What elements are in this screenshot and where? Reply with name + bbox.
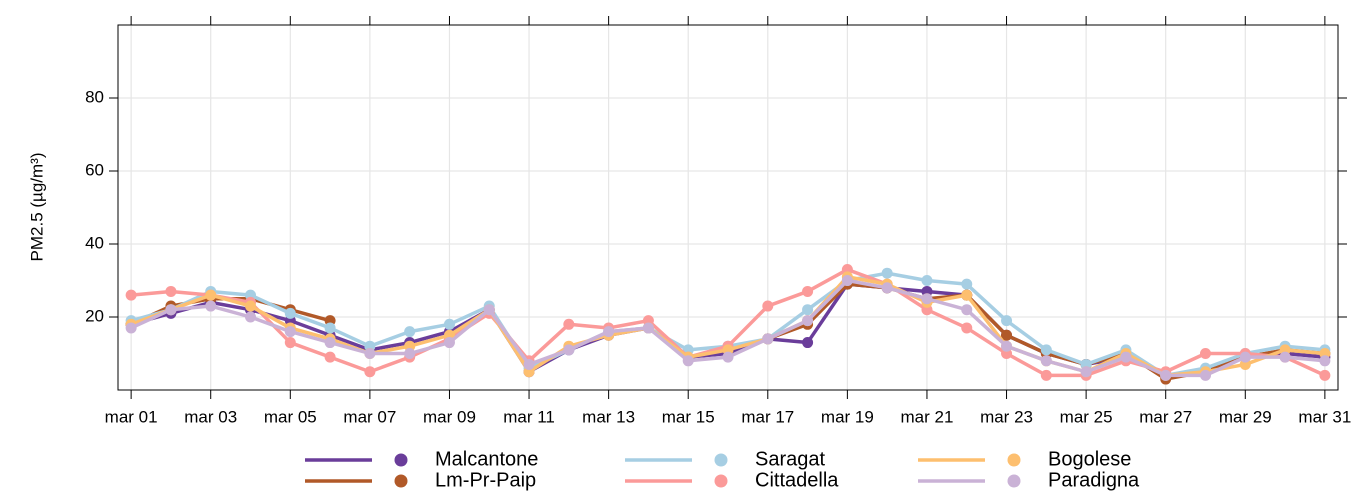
- x-tick-label: mar 21: [900, 407, 953, 426]
- data-point: [1001, 315, 1013, 327]
- data-point: [881, 267, 893, 279]
- data-point: [1001, 329, 1013, 341]
- x-tick-label: mar 31: [1298, 407, 1351, 426]
- x-tick-label: mar 11: [503, 407, 555, 426]
- y-tick-label: 80: [85, 87, 104, 106]
- data-point: [722, 351, 734, 363]
- data-point: [1040, 369, 1052, 381]
- data-point: [364, 348, 376, 359]
- data-point: [1040, 344, 1052, 356]
- data-point: [841, 275, 853, 286]
- data-point: [802, 304, 814, 316]
- data-point: [1199, 369, 1211, 381]
- data-point: [682, 355, 694, 367]
- x-tick-label: mar 17: [741, 407, 794, 426]
- data-point: [523, 358, 535, 370]
- x-tick-label: mar 01: [105, 407, 158, 426]
- data-point: [364, 366, 376, 378]
- data-point: [1160, 369, 1172, 381]
- legend-label: Bogolese: [1048, 448, 1131, 470]
- legend-dot: [714, 453, 728, 467]
- x-tick-label: mar 19: [821, 407, 874, 426]
- data-point: [961, 304, 973, 316]
- data-point: [284, 307, 296, 319]
- data-point: [1319, 355, 1331, 367]
- data-point: [404, 348, 416, 359]
- y-axis-label: PM2.5 (µg/m³): [27, 153, 46, 262]
- y-tick-label: 40: [85, 233, 104, 252]
- data-point: [881, 282, 893, 294]
- data-point: [443, 337, 455, 349]
- data-point: [205, 289, 217, 301]
- data-point: [961, 289, 973, 301]
- data-point: [443, 318, 455, 330]
- plot-frame: [117, 24, 1339, 391]
- data-point: [284, 337, 296, 349]
- data-point: [1199, 348, 1211, 359]
- y-tick-label: 60: [85, 160, 104, 179]
- x-tick-label: mar 23: [980, 407, 1033, 426]
- legend-dot: [1007, 453, 1021, 467]
- legend-dot: [1007, 474, 1021, 488]
- x-tick-label: mar 13: [582, 407, 635, 426]
- data-point: [245, 311, 257, 323]
- data-point: [961, 322, 973, 334]
- data-point: [404, 326, 416, 338]
- legend-dot: [394, 453, 408, 467]
- data-point: [1120, 351, 1132, 363]
- data-point: [642, 322, 654, 334]
- data-point: [1319, 369, 1331, 381]
- legend-dot: [394, 474, 408, 488]
- data-point: [762, 300, 774, 312]
- data-point: [483, 304, 495, 316]
- x-tick-label: mar 03: [184, 407, 237, 426]
- data-point: [921, 275, 933, 286]
- data-point: [205, 300, 217, 312]
- data-point: [1279, 351, 1291, 363]
- data-point: [284, 326, 296, 338]
- y-tick-label: 20: [85, 306, 104, 325]
- legend-label: Lm-Pr-Paip: [435, 469, 536, 491]
- data-point: [1080, 366, 1092, 378]
- data-point: [324, 337, 336, 349]
- x-tick-label: mar 09: [423, 407, 476, 426]
- legend-dot: [714, 474, 728, 488]
- data-point: [324, 322, 336, 334]
- data-point: [762, 333, 774, 345]
- data-point: [1239, 351, 1251, 363]
- data-point: [802, 337, 814, 349]
- data-point: [1040, 355, 1052, 367]
- x-tick-label: mar 29: [1219, 407, 1272, 426]
- data-point: [563, 318, 575, 330]
- data-point: [165, 304, 177, 316]
- legend-label: Cittadella: [755, 469, 839, 491]
- data-point: [125, 322, 137, 334]
- data-point: [603, 326, 615, 338]
- data-point: [802, 285, 814, 297]
- data-point: [563, 344, 575, 356]
- data-point: [165, 285, 177, 297]
- data-point: [802, 315, 814, 327]
- x-tick-label: mar 15: [662, 407, 715, 426]
- x-tick-label: mar 05: [264, 407, 317, 426]
- data-point: [961, 278, 973, 290]
- data-point: [125, 289, 137, 301]
- x-tick-label: mar 25: [1060, 407, 1113, 426]
- data-point: [324, 351, 336, 363]
- x-tick-label: mar 27: [1139, 407, 1192, 426]
- x-tick-label: mar 07: [343, 407, 396, 426]
- legend-label: Saragat: [755, 448, 825, 470]
- data-point: [921, 293, 933, 305]
- legend-label: Paradigna: [1048, 469, 1140, 491]
- data-point: [245, 300, 257, 312]
- data-point: [1001, 340, 1013, 352]
- legend-label: Malcantone: [435, 448, 538, 470]
